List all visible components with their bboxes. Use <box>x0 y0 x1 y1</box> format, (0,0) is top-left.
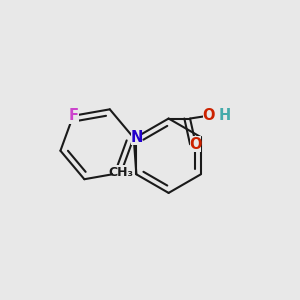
Text: H: H <box>218 108 230 123</box>
Text: O: O <box>190 137 202 152</box>
Text: CH₃: CH₃ <box>109 166 134 179</box>
Text: F: F <box>68 108 78 123</box>
Bar <box>68 108 79 124</box>
Bar <box>190 136 201 152</box>
Text: N: N <box>130 130 142 145</box>
Bar <box>219 108 230 124</box>
Bar <box>203 108 214 124</box>
Bar <box>113 165 129 181</box>
Bar <box>131 129 142 145</box>
Text: O: O <box>202 108 215 123</box>
